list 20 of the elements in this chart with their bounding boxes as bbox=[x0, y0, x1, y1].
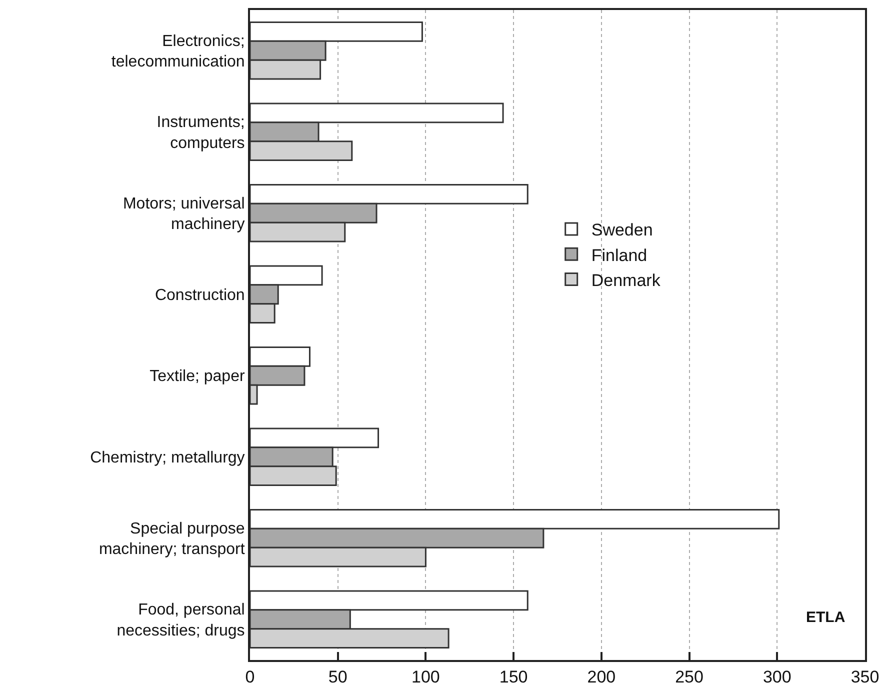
x-tick-label: 150 bbox=[499, 667, 528, 686]
x-tick-label: 100 bbox=[412, 667, 440, 686]
annotation: ETLA bbox=[806, 609, 846, 626]
y-tick-label: Food, personal necessities; drugs bbox=[116, 602, 245, 640]
y-tick-label: Special purpose machinery; transport bbox=[98, 520, 246, 558]
y-tick-label: Textile; paper bbox=[150, 368, 246, 386]
legend-label: Denmark bbox=[591, 270, 661, 290]
x-tick-label: 0 bbox=[245, 667, 255, 686]
x-tick-label: 200 bbox=[587, 667, 616, 686]
x-tick-label: 250 bbox=[675, 667, 704, 686]
x-tick-label: 50 bbox=[328, 667, 348, 686]
legend-label: Sweden bbox=[591, 220, 653, 240]
legend-label: Finland bbox=[591, 246, 648, 265]
y-tick-label: Instruments; computers bbox=[156, 114, 245, 152]
x-tick-label: 300 bbox=[762, 667, 792, 686]
y-tick-label: Chemistry; metallurgy bbox=[90, 449, 245, 466]
y-tick-label: Motors; universal machinery bbox=[122, 195, 245, 234]
y-tick-label: Electronics; telecommunication bbox=[111, 32, 245, 71]
x-tick-label: 350 bbox=[850, 667, 880, 686]
y-tick-label: Construction bbox=[154, 286, 245, 304]
